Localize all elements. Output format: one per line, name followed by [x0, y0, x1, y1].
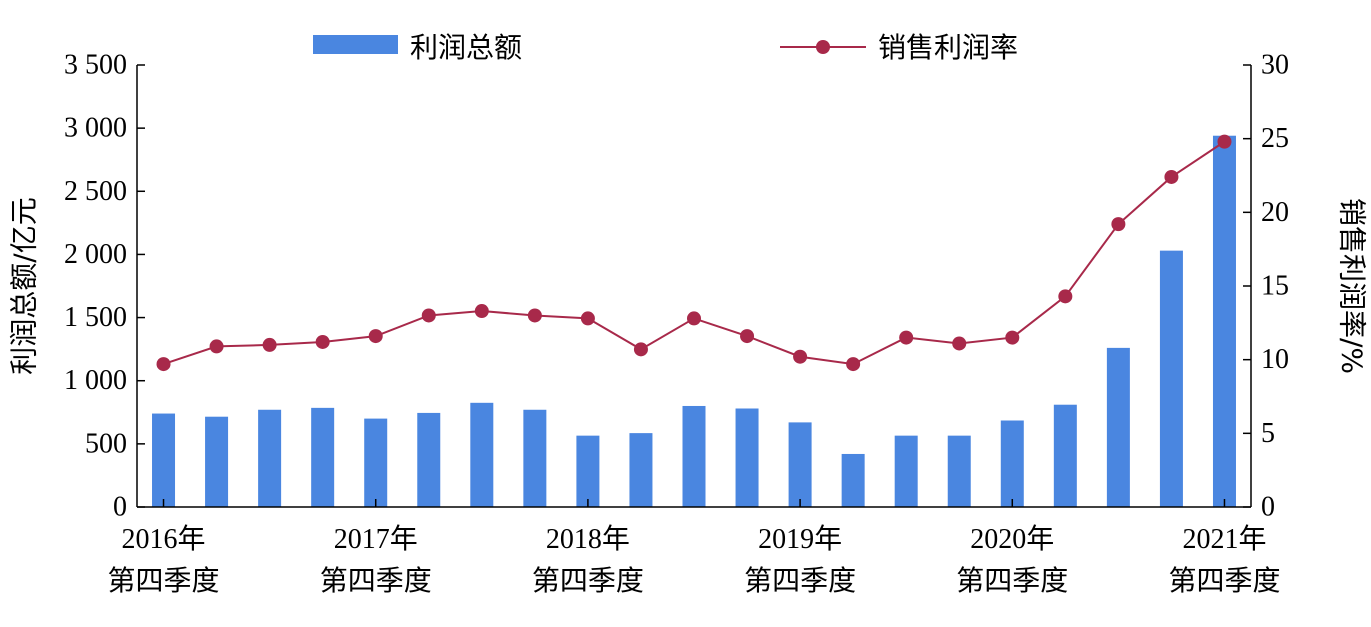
- x-tick-year: 2016年: [122, 523, 206, 555]
- line-series: [163, 140, 1226, 366]
- left-tick-label: 1 000: [64, 365, 127, 396]
- left-tick-label: 2 000: [64, 239, 127, 270]
- point-2021Q3: [1164, 169, 1179, 184]
- left-ticks: 0 500 1 000 1 500 2 000 2 500 3 000 3 500: [64, 50, 145, 523]
- legend-line-marker: [816, 40, 830, 54]
- x-tick-year: 2019年: [758, 523, 842, 555]
- x-tick-quarter: 第四季度: [744, 564, 856, 597]
- y-right-label: 销售利润率/%: [1336, 198, 1369, 374]
- bar-2018Q2: [470, 402, 494, 507]
- bar-series: [152, 135, 1236, 507]
- left-tick-label: 2 500: [64, 176, 127, 207]
- point-2020Q1: [846, 357, 861, 372]
- bar-2020Q3: [947, 435, 971, 507]
- x-tick-quarter: 第四季度: [320, 564, 432, 597]
- right-tick-label: 15: [1261, 271, 1289, 302]
- x-tick-quarter: 第四季度: [532, 564, 644, 597]
- point-2019Q3: [740, 329, 755, 344]
- point-2017Q4: [368, 329, 383, 344]
- bar-2021Q3: [1159, 250, 1183, 507]
- left-tick-label: 500: [85, 428, 127, 459]
- point-2016Q4: [156, 357, 171, 372]
- bar-2017Q4: [364, 418, 388, 507]
- left-tick-label: 3 500: [64, 50, 127, 81]
- point-2017Q1: [209, 339, 224, 354]
- bar-2018Q4: [576, 435, 600, 507]
- bar-2017Q3: [311, 407, 335, 507]
- y-left-label: 利润总额/亿元: [8, 197, 41, 374]
- point-2021Q1: [1058, 289, 1073, 304]
- legend-bar-label: 利润总额: [410, 31, 522, 64]
- point-2018Q3: [527, 308, 542, 323]
- point-2021Q2: [1111, 217, 1126, 232]
- x-tick-year: 2020年: [970, 523, 1054, 555]
- point-2019Q1: [633, 342, 648, 357]
- x-tick-year: 2021年: [1182, 523, 1266, 555]
- legend: 利润总额 销售利润率: [313, 31, 1018, 64]
- point-2017Q3: [315, 334, 330, 349]
- bar-2019Q2: [682, 405, 706, 507]
- bar-2020Q1: [841, 453, 865, 507]
- bar-2021Q1: [1053, 404, 1077, 507]
- right-tick-label: 25: [1261, 123, 1289, 154]
- bar-2017Q2: [258, 409, 282, 507]
- point-2020Q2: [899, 330, 914, 345]
- left-tick-label: 3 000: [64, 113, 127, 144]
- point-2020Q4: [1005, 330, 1020, 345]
- legend-line-label: 销售利润率: [878, 31, 1018, 64]
- point-2019Q4: [793, 349, 808, 364]
- bar-2020Q4: [1000, 420, 1024, 507]
- bar-2021Q2: [1106, 347, 1130, 507]
- point-2017Q2: [262, 337, 277, 352]
- point-2018Q2: [474, 304, 489, 319]
- bar-2017Q1: [205, 416, 229, 507]
- x-tick-quarter: 第四季度: [108, 564, 220, 597]
- x-tick-year: 2017年: [334, 523, 418, 555]
- legend-bar-swatch: [313, 35, 398, 54]
- point-2018Q4: [580, 311, 595, 326]
- point-2019Q2: [687, 311, 701, 326]
- right-tick-label: 0: [1261, 492, 1275, 523]
- bar-2019Q1: [629, 433, 653, 507]
- right-ticks: 0 5 10 15 20 25 30: [1243, 50, 1289, 523]
- bar-2019Q4: [788, 422, 812, 507]
- bar-2020Q2: [894, 435, 918, 507]
- bar-2018Q1: [417, 412, 441, 507]
- bar-2019Q3: [735, 408, 759, 507]
- point-2020Q3: [952, 336, 967, 351]
- left-tick-label: 1 500: [64, 302, 127, 333]
- right-tick-label: 30: [1261, 50, 1289, 81]
- right-tick-label: 5: [1261, 418, 1275, 449]
- x-tick-quarter: 第四季度: [1168, 564, 1280, 597]
- point-2018Q1: [421, 308, 436, 323]
- point-2021Q4: [1217, 134, 1232, 149]
- right-tick-label: 10: [1261, 344, 1289, 375]
- left-tick-label: 0: [113, 492, 127, 523]
- right-tick-label: 20: [1261, 197, 1289, 228]
- x-tick-year: 2018年: [546, 523, 630, 555]
- bar-2021Q4: [1212, 135, 1236, 507]
- x-tick-quarter: 第四季度: [956, 564, 1068, 597]
- bar-2016Q4: [152, 413, 176, 507]
- point-series: [156, 134, 1232, 372]
- bar-2018Q3: [523, 409, 547, 507]
